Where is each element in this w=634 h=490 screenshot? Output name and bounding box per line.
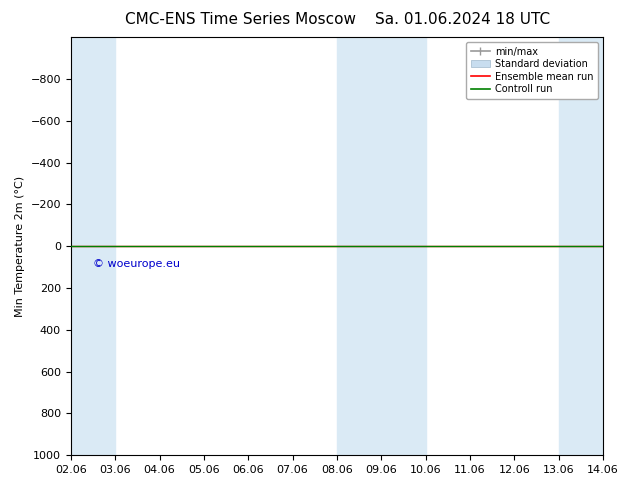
Legend: min/max, Standard deviation, Ensemble mean run, Controll run: min/max, Standard deviation, Ensemble me…	[466, 42, 598, 99]
Text: © woeurope.eu: © woeurope.eu	[93, 259, 180, 269]
Bar	[337, 37, 425, 455]
Text: CMC-ENS Time Series Moscow: CMC-ENS Time Series Moscow	[126, 12, 356, 27]
Bar	[71, 37, 115, 455]
Bar	[559, 37, 603, 455]
Text: Sa. 01.06.2024 18 UTC: Sa. 01.06.2024 18 UTC	[375, 12, 550, 27]
Y-axis label: Min Temperature 2m (°C): Min Temperature 2m (°C)	[15, 175, 25, 317]
